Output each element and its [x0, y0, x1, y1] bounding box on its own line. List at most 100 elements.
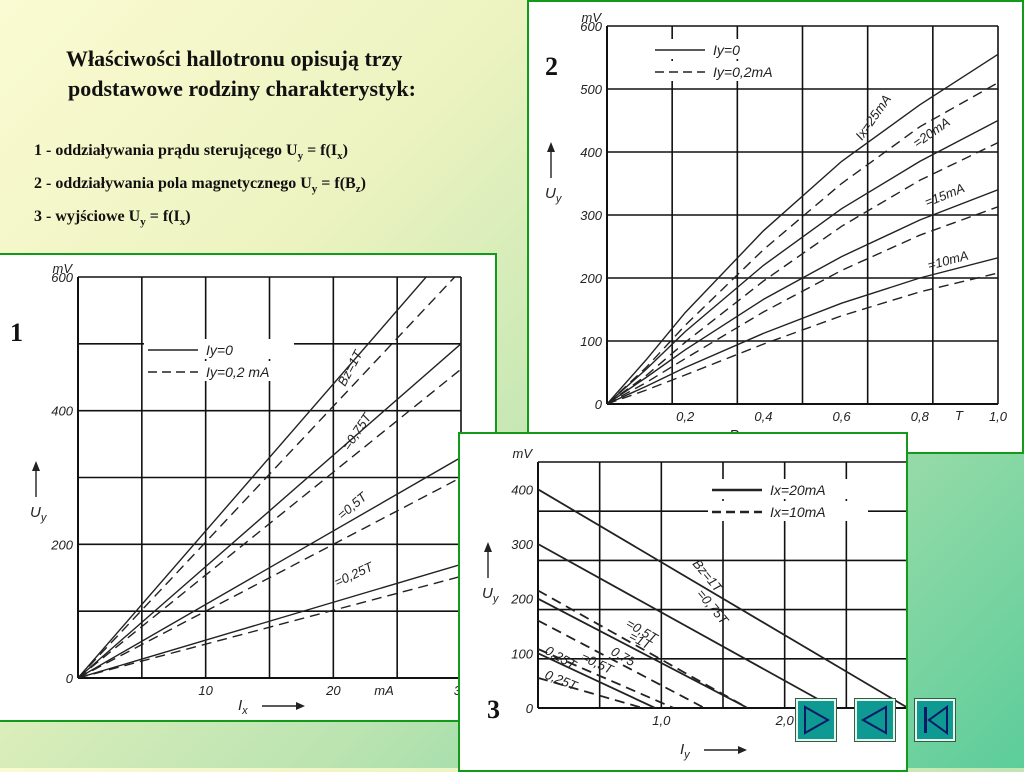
- curve-label: Ix=25mA: [852, 92, 894, 143]
- y-unit-label: mV: [513, 446, 534, 461]
- legend-background: [651, 61, 801, 81]
- y-tick-label: 200: [510, 592, 533, 607]
- legend-background: [708, 501, 868, 521]
- y-tick-label: 200: [579, 271, 602, 286]
- curve-label: =15mA: [923, 180, 967, 209]
- y-tick-label: 500: [580, 82, 602, 97]
- series-line-solid: [538, 652, 656, 708]
- title-line-1: Właściwości hallotronu opisują trzy: [66, 46, 403, 71]
- legend-label: Iy=0: [713, 42, 740, 58]
- triangle-right-icon: [804, 705, 831, 735]
- first-slide-button[interactable]: [914, 698, 956, 742]
- panel-number-2: 2: [545, 52, 558, 81]
- series-line-solid: [607, 257, 998, 404]
- curve-label: =0,5T: [334, 489, 370, 523]
- x-tick-label: 1,0: [652, 713, 671, 728]
- series-line-solid: [78, 456, 461, 678]
- title-line-2: podstawowe rodziny charakterystyk:: [68, 76, 416, 101]
- y-unit-label: mV: [582, 10, 603, 25]
- series-line-solid: [607, 53, 998, 404]
- series-line-dashed: [78, 575, 461, 678]
- legend-label: Ix=10mA: [770, 504, 826, 520]
- series-line-dashed: [78, 476, 461, 678]
- next-slide-button[interactable]: [795, 698, 837, 742]
- legend-background: [651, 39, 801, 59]
- x-unit-label: T: [955, 408, 964, 423]
- series-line-dashed: [538, 589, 749, 708]
- y-axis-label: Uy: [545, 185, 563, 205]
- y-tick-label: 600: [580, 19, 602, 34]
- legend-background: [144, 361, 294, 381]
- chart-1-svg: 0200400600mV102030mAIxUyIy=0Iy=0,2 mABz=…: [30, 261, 469, 717]
- x-tick-label: 20: [325, 683, 341, 698]
- panel-number-1: 1: [10, 318, 23, 347]
- series-group: [607, 53, 998, 404]
- list-item: 1 - oddziaływania prądu sterującego Uy =…: [34, 142, 348, 163]
- curve-label: Bz=1T: [334, 347, 366, 388]
- series-line-solid: [78, 277, 428, 678]
- y-axis-arrow-head: [547, 142, 555, 152]
- chart-panel-3: 0 100 200 300 400 mV 1,0 2,0 Iy Uy Ix=20mA Ix=10mA B…: [458, 432, 908, 772]
- series-line-dashed: [607, 206, 998, 404]
- series-line-dashed: [538, 648, 675, 708]
- x-axis-arrow-head: [738, 746, 747, 754]
- y-tick-label: 100: [580, 334, 602, 349]
- chart-panel-2: 0100200300400500600mV0,20,40,60,81,0TBzU…: [527, 0, 1024, 454]
- slide-title: Właściwości hallotronu opisują trzy pods…: [66, 44, 536, 104]
- x-unit-label: mA: [374, 683, 394, 698]
- y-axis-arrow-head: [32, 461, 40, 471]
- x-tick-label: 1,0: [989, 409, 1008, 424]
- series-line-solid: [78, 563, 461, 678]
- y-tick-label: 0: [526, 701, 534, 716]
- series-line-solid: [607, 189, 998, 404]
- y-tick-label: 0: [595, 397, 603, 412]
- x-axis-label: Iy: [680, 741, 691, 761]
- x-tick-label: 2,0: [775, 713, 795, 728]
- chart-2-svg: 0100200300400500600mV0,20,40,60,81,0TBzU…: [545, 10, 1008, 447]
- y-tick-label: 200: [50, 537, 73, 552]
- y-axis-label: Uy: [482, 585, 500, 605]
- y-tick-label: 300: [580, 208, 602, 223]
- y-tick-label: 600: [51, 270, 73, 285]
- series-line-solid: [538, 543, 835, 708]
- y-tick-label: 400: [511, 482, 533, 497]
- series-line-dashed: [538, 677, 644, 708]
- chart-panel-1: 0200400600mV102030mAIxUyIy=0Iy=0,2 mABz=…: [0, 253, 497, 722]
- triangle-left-icon: [860, 705, 887, 735]
- legend-label: Iy=0,2 mA: [206, 364, 269, 380]
- series-line-dashed: [607, 82, 998, 404]
- series-line-solid: [78, 343, 461, 678]
- panel-number-3: 3: [487, 695, 500, 724]
- x-tick-label: 0,8: [911, 409, 930, 424]
- series-group: [538, 488, 906, 708]
- y-tick-label: 400: [51, 404, 73, 419]
- series-group: [78, 277, 461, 678]
- y-axis-label: Uy: [30, 504, 48, 524]
- skip-to-first-icon: [924, 705, 948, 735]
- x-tick-label: 0,6: [833, 409, 852, 424]
- series-line-solid: [538, 597, 749, 708]
- series-line-dashed: [78, 277, 456, 678]
- previous-slide-button[interactable]: [854, 698, 896, 742]
- x-tick-label: 0,2: [676, 409, 695, 424]
- legend-label: Ix=20mA: [770, 482, 826, 498]
- legend-background: [144, 339, 294, 359]
- list-item: 2 - oddziaływania pola magnetycznego Uy …: [34, 175, 366, 196]
- series-line-solid: [538, 488, 906, 708]
- series-line-dashed: [78, 368, 461, 678]
- characteristics-list: 1 - oddziaływania prądu sterującego Uy =…: [34, 137, 366, 237]
- x-axis-label: Ix: [238, 697, 248, 717]
- y-tick-label: 400: [580, 145, 602, 160]
- x-axis-arrow-head: [296, 702, 305, 710]
- y-axis-arrow-head: [484, 542, 492, 552]
- legend-label: Iy=0: [206, 342, 233, 358]
- legend-label: Iy=0,2mA: [713, 64, 773, 80]
- y-tick-label: 100: [511, 646, 533, 661]
- series-line-solid: [607, 119, 998, 404]
- x-tick-label: 0,4: [754, 409, 772, 424]
- series-line-dashed: [607, 272, 998, 404]
- y-tick-label: 0: [66, 671, 74, 686]
- y-unit-label: mV: [53, 261, 74, 276]
- list-item: 3 - wyjściowe Uy = f(Ix): [34, 208, 191, 229]
